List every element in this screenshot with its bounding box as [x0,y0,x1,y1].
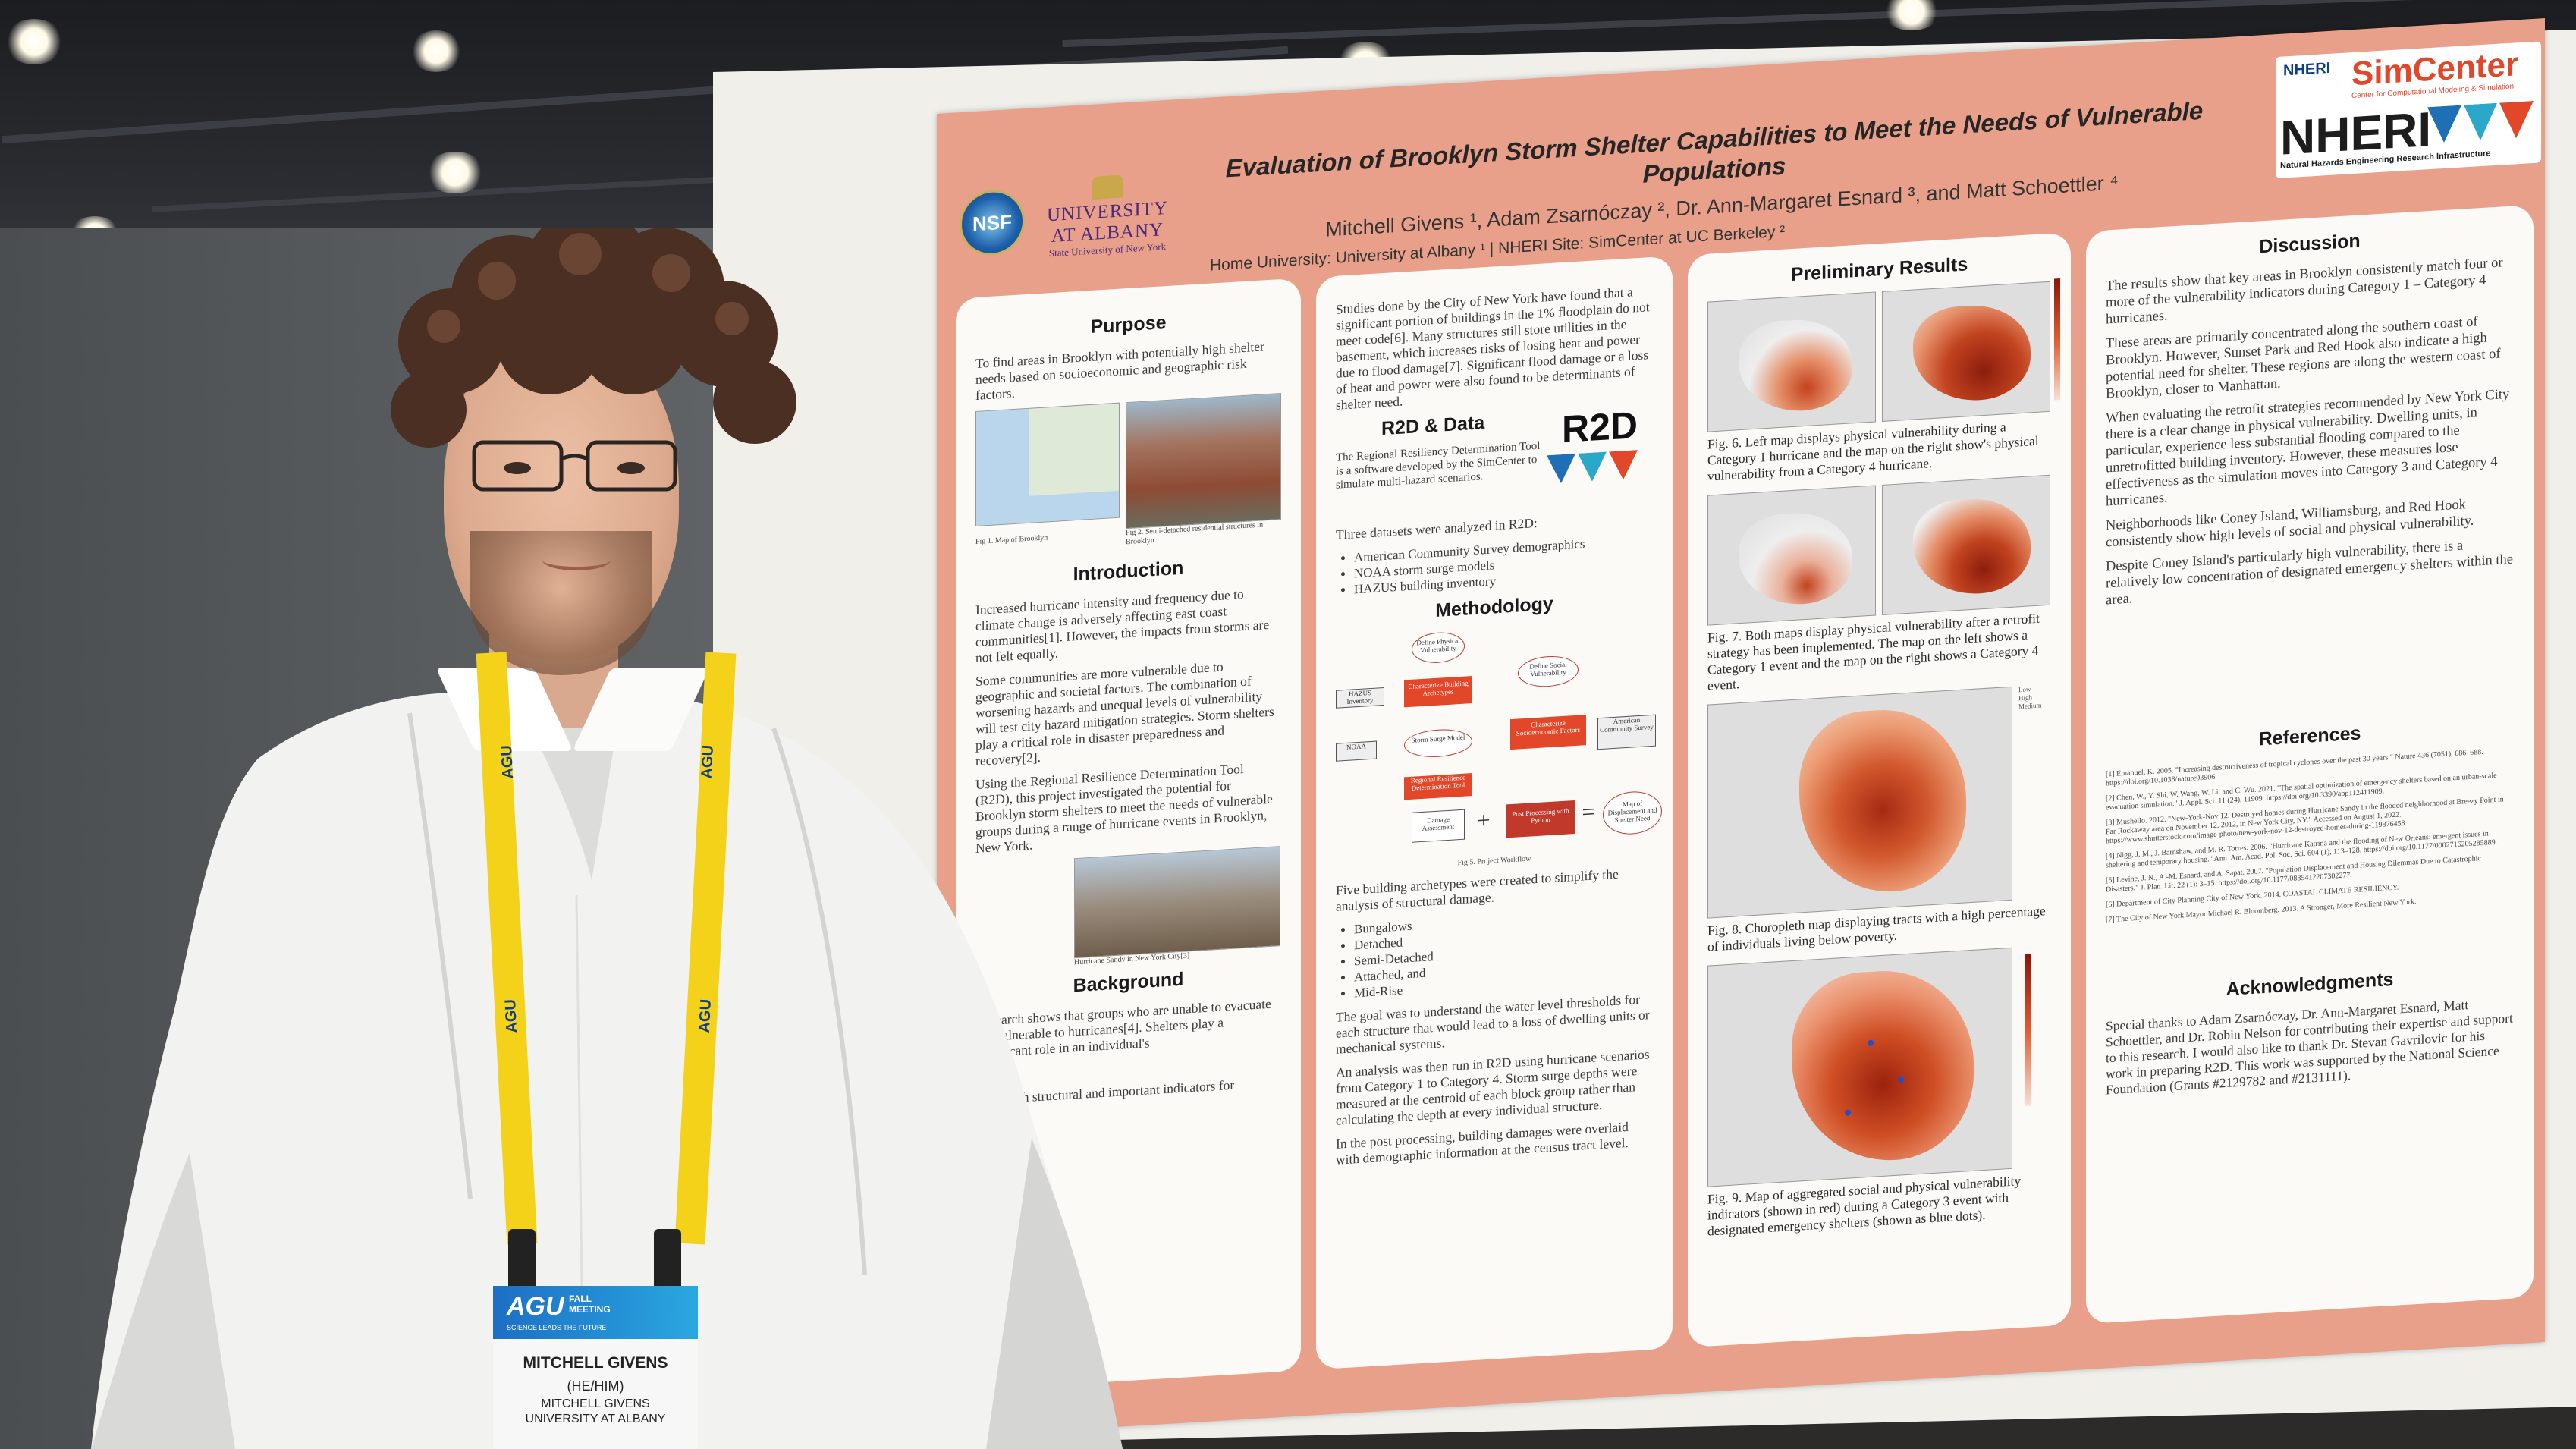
goal-text: The goal was to understand the water lev… [1336,991,1650,1057]
ceiling-light [1881,0,1942,30]
fig6-maps [1707,281,2051,432]
university-crest-icon [1092,174,1123,200]
workflow-node: Storm Surge Model [1404,728,1472,759]
badge-affiliation: UNIVERSITY AT ALBANY [525,1413,666,1425]
shelter-vulnerability-map [1707,947,2012,1187]
eyeglasses [467,436,686,497]
brownstone-photo [1126,393,1281,530]
ceiling-light [425,152,485,193]
nheri-small-logo: NHERI [2283,59,2331,80]
analysis-text: An analysis was then run in R2D using hu… [1336,1046,1650,1128]
workflow-plus: + [1477,807,1491,834]
code-compliance-text: Studies done by the City of New York hav… [1336,284,1650,413]
workflow-node: Map of Displacement and Shelter Need [1603,790,1662,836]
badge-name-small: MITCHELL GIVENS [541,1397,650,1410]
panel-preliminary-results: Preliminary Results Fig. 6. Left map dis… [1688,232,2071,1348]
lanyard-logo: AGU [696,998,715,1034]
workflow-diagram: Define Physical Vulnerability Characteri… [1336,620,1662,866]
workflow-node: HAZUS Inventory [1336,687,1384,709]
panel-discussion: Discussion The results show that key are… [2086,204,2534,1324]
workflow-node: Characterize Building Archetypes [1404,676,1472,708]
university-logo: UNIVERSITY AT ALBANY State University of… [1028,171,1187,260]
lanyard-logo: AGU [498,744,517,780]
badge-pronouns: (HE/HIM) [567,1378,624,1394]
r2d-logo: R2D [1561,404,1638,451]
fig7-maps [1707,474,2051,626]
workflow-node: Regional Resilience Determination Tool [1404,773,1472,800]
poverty-legend: Low High Medium [2018,685,2042,711]
agu-logo: AGU [507,1292,564,1321]
nsf-logo: NSF [960,188,1025,258]
panel-r2d-methodology: Studies done by the City of New York hav… [1316,256,1673,1370]
workflow-node: Define Social Vulnerability [1518,654,1579,689]
lanyard-logo: AGU [501,998,521,1034]
research-poster: NSF UNIVERSITY AT ALBANY State Universit… [937,18,2545,1438]
vulnerability-map-cat4 [1882,281,2050,422]
intro-paragraph-1: Increased hurricane intensity and freque… [975,586,1270,665]
curly-hair [383,209,808,463]
workflow-equals: = [1582,799,1595,825]
purpose-heading: Purpose [1090,312,1167,338]
nheri-wave-icon [2427,100,2534,145]
vulnerability-map-cat1 [1707,291,1876,432]
map-colorbar [2054,278,2060,401]
r2d-wave-icon [1547,450,1638,486]
retrofit-map-cat4 [1882,474,2050,615]
map-colorbar [2025,954,2031,1106]
mouth [542,550,611,570]
workflow-node: NOAA [1336,740,1377,762]
workflow-node: American Community Survey [1597,714,1656,750]
purpose-text: To find areas in Brooklyn with potential… [975,338,1264,403]
name-badge: AGU FALL MEETING SCIENCE LEADS THE FUTUR… [493,1286,698,1449]
workflow-node: Characterize Socioeconomic Factors [1510,715,1586,750]
retrofit-map-cat1 [1707,485,1876,626]
acknowledgments-text: Special thanks to Adam Zsarnóczay, Dr. A… [2106,997,2513,1098]
fig9-figure [1707,945,2051,1187]
fig8-figure: Low High Medium [1707,684,2051,919]
badge-banner: AGU FALL MEETING SCIENCE LEADS THE FUTUR… [493,1286,698,1339]
poverty-choropleth-map [1707,686,2012,919]
archetype-list: Bungalows Detached Semi-Detached Attache… [1336,904,1653,1002]
person [91,668,1123,1449]
purpose-figures [975,393,1281,538]
discussion-paragraph: When evaluating the retrofit strategies … [2106,386,2510,510]
brooklyn-map-image [975,402,1120,526]
workflow-node: Damage Assessment [1412,809,1465,843]
sponsor-logos: NHERI SimCenter Center for Computational… [2276,41,2541,179]
datasets-list: American Community Survey demographics N… [1336,532,1653,599]
workflow-node: Post Processing with Python [1506,800,1575,838]
ceiling-light [4,19,64,64]
ceiling-light [410,30,463,72]
badge-name: MITCHELL GIVENS [523,1354,668,1372]
r2d-description: The Regional Resiliency Determination To… [1336,439,1541,492]
lanyard-logo: AGU [698,744,718,780]
workflow-node: Define Physical Vulnerability [1412,630,1465,665]
r2d-section-header: R2D & Data R2D The Regional Resiliency D… [1336,402,1653,512]
